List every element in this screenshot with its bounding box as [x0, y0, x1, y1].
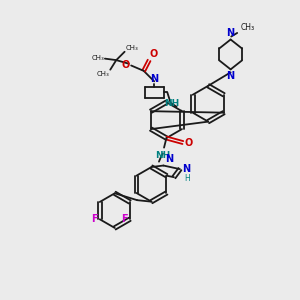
Text: F: F	[121, 214, 128, 224]
Text: N: N	[150, 74, 158, 84]
Text: N: N	[226, 70, 235, 81]
Text: NH: NH	[155, 151, 170, 160]
Text: O: O	[122, 60, 130, 70]
Text: H: H	[184, 175, 190, 184]
Text: CH₃: CH₃	[125, 45, 138, 51]
Text: F: F	[91, 214, 98, 224]
Text: CH₃: CH₃	[97, 70, 110, 76]
Text: NH: NH	[164, 99, 180, 108]
Text: CH₃: CH₃	[240, 23, 254, 32]
Text: N: N	[226, 28, 235, 38]
Text: N: N	[182, 164, 190, 174]
Text: O: O	[184, 137, 193, 148]
Text: CH₃: CH₃	[92, 55, 104, 61]
Text: O: O	[150, 49, 158, 58]
Text: N: N	[165, 154, 173, 164]
